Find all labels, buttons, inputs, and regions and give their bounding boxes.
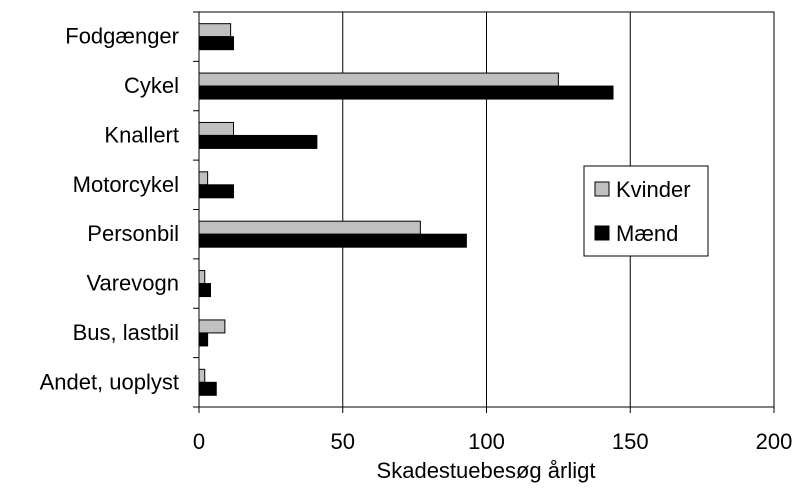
x-tick-label: 200 bbox=[756, 429, 793, 454]
category-label: Cykel bbox=[124, 73, 179, 98]
legend: Kvinder Mænd bbox=[583, 165, 709, 257]
axes: 0 50 100 150 200 Fodgænger Cykel Knallert Motorc… bbox=[40, 11, 793, 454]
category-label: Personbil bbox=[87, 221, 179, 246]
bar-maend bbox=[198, 332, 209, 347]
legend-swatch bbox=[594, 225, 610, 241]
bars bbox=[198, 23, 614, 396]
bar-kvinder bbox=[198, 368, 206, 383]
bar-maend bbox=[198, 134, 318, 149]
legend-label: Mænd bbox=[616, 221, 678, 246]
bar-maend bbox=[198, 381, 217, 396]
bar-kvinder bbox=[198, 121, 234, 136]
bar-kvinder bbox=[198, 23, 232, 38]
x-tick-label: 0 bbox=[193, 429, 205, 454]
legend-swatch bbox=[594, 181, 610, 197]
bar-kvinder bbox=[198, 72, 559, 87]
bar-kvinder bbox=[198, 171, 209, 186]
legend-box bbox=[583, 165, 709, 257]
bar-maend bbox=[198, 85, 614, 100]
category-label: Bus, lastbil bbox=[73, 320, 179, 345]
category-label: Knallert bbox=[104, 122, 179, 147]
x-tick-label: 100 bbox=[468, 429, 505, 454]
category-label: Motorcykel bbox=[73, 172, 179, 197]
x-axis-title: Skadestuebesøg årligt bbox=[377, 458, 596, 483]
category-label: Varevogn bbox=[86, 271, 179, 296]
x-tick-label: 50 bbox=[331, 429, 355, 454]
bar-maend bbox=[198, 233, 467, 248]
bar-kvinder bbox=[198, 319, 226, 334]
bar-maend bbox=[198, 184, 234, 199]
category-label: Andet, uoplyst bbox=[40, 369, 179, 394]
bar-kvinder bbox=[198, 270, 206, 285]
bar-kvinder bbox=[198, 220, 421, 235]
bar-maend bbox=[198, 36, 234, 51]
legend-label: Kvinder bbox=[616, 177, 691, 202]
bar-maend bbox=[198, 283, 211, 298]
x-tick-label: 150 bbox=[612, 429, 649, 454]
category-label: Fodgænger bbox=[65, 24, 179, 49]
